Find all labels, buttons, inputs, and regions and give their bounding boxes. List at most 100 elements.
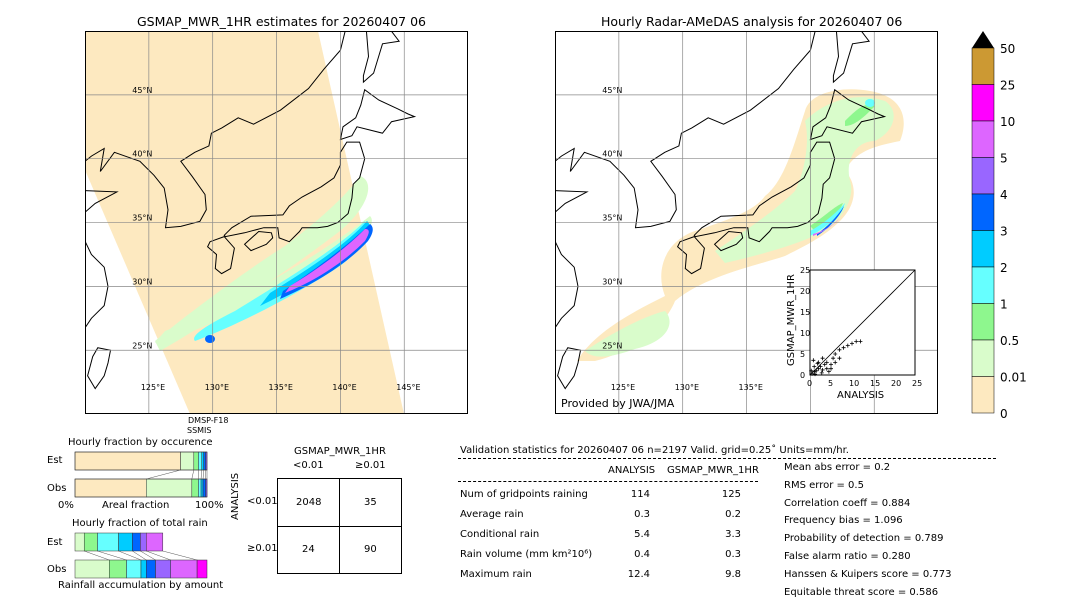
scatter-ylabel: GSMAP_MWR_1HR [786, 274, 797, 366]
scatter-point [841, 345, 846, 350]
x-tick: 10 [849, 379, 859, 388]
validation-label: Rain volume (mm km²10⁶) [460, 549, 593, 560]
lat-label: 35°N [602, 214, 622, 223]
coastline-honshu [693, 141, 836, 243]
right-map: 45°N 40°N 35°N 30°N 25°N 125°E 130°E 135°E 00 5 5 1… [555, 31, 938, 414]
rain-obs-label: Obs [47, 564, 67, 575]
colorbar-label: 3 [1000, 225, 1008, 239]
y-tick: 25 [800, 266, 810, 275]
coastline-shandong [85, 190, 119, 329]
scatter-point [850, 341, 854, 346]
lon-label: 125°E [611, 383, 635, 392]
cell-11: 90 [364, 544, 377, 555]
left-map-title: GSMAP_MWR_1HR estimates for 20260407 06 [137, 14, 426, 29]
coastline-shandong [555, 190, 589, 329]
connector-line [162, 550, 198, 561]
occ-tick-left: 0% [58, 500, 74, 511]
bar-segment [202, 478, 206, 498]
scatter-point [858, 339, 863, 344]
scatter-point [837, 356, 842, 361]
coastline-taiwan [87, 347, 112, 390]
scatter-point [837, 347, 842, 352]
lat-label: 35°N [132, 214, 152, 223]
x-tick: 5 [828, 379, 833, 388]
validation-a: 5.4 [634, 529, 650, 540]
rain-area [810, 203, 843, 231]
connector-line [118, 550, 142, 561]
coastline-sakhalin [832, 31, 871, 84]
lat-label: 25°N [132, 341, 152, 350]
rain-area [205, 335, 215, 343]
bar-segment [200, 478, 204, 498]
rain-area [285, 229, 369, 293]
map-frame [85, 31, 468, 414]
colorbar-segment [971, 303, 995, 341]
lat-label: 30°N [132, 277, 152, 286]
credit-label: Provided by JWA/JMA [561, 397, 675, 410]
validation-score: Correlation coeff = 0.884 [784, 497, 911, 509]
rain-area [845, 104, 875, 126]
coastline-hokkaido [339, 88, 417, 141]
coastline-mainland [85, 31, 346, 229]
contingency-row-0: <0.01 [247, 496, 278, 507]
validation-a: 0.4 [634, 549, 650, 560]
validation-score: Hanssen & Kuipers score = 0.773 [784, 568, 952, 580]
validation-b: 9.8 [725, 569, 741, 580]
validation-score: Mean abs error = 0.2 [784, 462, 891, 473]
bar-segment [198, 478, 202, 498]
coastline-mainland [555, 31, 816, 229]
colorbar-segment [971, 84, 995, 122]
lon-label: 145°E [396, 383, 420, 392]
occ-xlabel: Areal fraction [102, 500, 170, 511]
rain-area [810, 203, 845, 236]
validation-label: Num of gridpoints raining [460, 489, 588, 500]
scatter-point [829, 366, 833, 371]
bar-segment [146, 559, 156, 579]
right-map-title: Hourly Radar-AMeDAS analysis for 2026040… [601, 14, 903, 29]
occ-obs-label: Obs [47, 483, 67, 494]
connector-line [191, 469, 195, 480]
rain-area [585, 311, 670, 357]
x-tick: 25 [912, 379, 922, 388]
validation-header: Validation statistics for 20260407 06 n=… [460, 445, 849, 456]
occurrence-title: Hourly fraction by occurence [68, 437, 213, 448]
bar-segment [132, 532, 141, 552]
colorbar-label: 4 [1000, 188, 1008, 202]
bar-frame [74, 478, 208, 498]
validation-label: Maximum rain [460, 569, 532, 580]
rain-area [865, 99, 875, 107]
lat-label: 25°N [602, 341, 622, 350]
y-tick: 5 [800, 350, 805, 359]
scatter-point [829, 362, 833, 367]
lat-label: 40°N [132, 150, 152, 159]
validation-col2: GSMAP_MWR_1HR [667, 465, 759, 476]
bar-segment [74, 559, 110, 579]
colorbar-label: 2 [1000, 261, 1008, 275]
satellite-label: DMSP-F18 [188, 416, 229, 425]
coastline-shikoku [713, 230, 744, 252]
bar-segment [146, 478, 193, 498]
colorbar-label: 50 [1000, 42, 1015, 56]
lon-label: 130°E [675, 383, 699, 392]
contingency-row-title: ANALYSIS [230, 472, 241, 520]
y-tick: 20 [800, 287, 810, 296]
colorbar-segment [971, 120, 995, 158]
scatter-point [815, 361, 820, 366]
colorbar-label: 0 [1000, 407, 1008, 420]
bar-segment [74, 451, 181, 471]
scatter-point [845, 343, 850, 348]
scatter-point [811, 358, 816, 363]
bar-segment [74, 478, 147, 498]
lat-label: 45°N [602, 86, 622, 95]
rain-area [817, 206, 844, 236]
bar-segment [193, 451, 199, 471]
bar-segment [155, 559, 171, 579]
bar-segment [109, 559, 127, 579]
scatter-point [819, 370, 824, 375]
validation-b: 0.2 [725, 509, 741, 520]
scatter-xlabel: ANALYSIS [837, 390, 884, 401]
bar-segment [180, 451, 195, 471]
x-tick: 15 [870, 379, 880, 388]
scatter-point [824, 366, 829, 371]
validation-b: 0.3 [725, 549, 741, 560]
